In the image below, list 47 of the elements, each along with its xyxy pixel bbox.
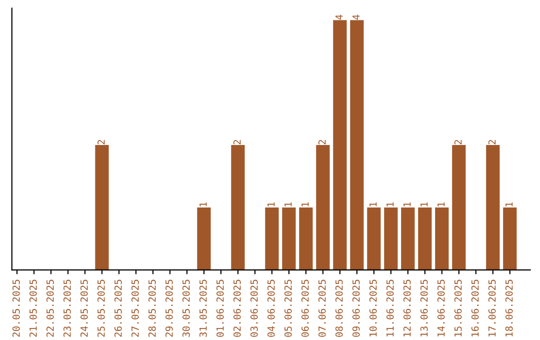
x-tick-label: 20.05.2025: [12, 280, 20, 337]
x-tick-label: 04.06.2025: [267, 280, 275, 337]
data-label: 1: [302, 202, 309, 206]
x-tick-label: 26.05.2025: [114, 280, 122, 337]
x-tick-label: 21.05.2025: [29, 280, 37, 337]
data-label: 4: [352, 14, 360, 20]
x-tick-label: 06.06.2025: [301, 280, 309, 337]
x-tick-label: 16.06.2025: [471, 280, 479, 336]
x-tick-label: 13.06.2025: [420, 280, 428, 336]
x-tick-label: 22.05.2025: [46, 280, 54, 337]
data-label: 2: [454, 140, 462, 144]
x-tick-label: 27.05.2025: [131, 280, 139, 337]
x-tick-label: 14.06.2025: [437, 280, 445, 336]
data-label: 2: [488, 140, 496, 144]
x-tick-label: 18.06.2025: [505, 280, 513, 336]
x-tick-label: 29.05.2025: [165, 280, 173, 337]
x-tick-label: 30.05.2025: [182, 280, 190, 337]
data-label: 1: [506, 202, 513, 206]
x-tick-label: 17.06.2025: [488, 280, 496, 336]
x-tick-label: 02.06.2025: [233, 280, 241, 337]
data-label: 1: [438, 202, 445, 206]
x-tick-label: 05.06.2025: [284, 280, 292, 337]
data-label: 1: [386, 202, 394, 206]
data-label: 1: [420, 202, 428, 206]
x-tick-label: 10.06.2025: [369, 280, 377, 336]
data-label: 1: [404, 202, 411, 206]
x-tick-label: 01.06.2025: [216, 280, 224, 337]
x-tick-label: 08.06.2025: [335, 280, 343, 337]
data-label: 1: [268, 202, 275, 206]
data-label: 2: [97, 140, 105, 144]
x-tick-label: 15.06.2025: [454, 280, 462, 336]
x-tick-label: 31.05.2025: [199, 280, 207, 337]
x-tick-label: 23.05.2025: [63, 280, 71, 337]
data-label: 2: [233, 140, 241, 144]
data-label: 1: [200, 202, 207, 206]
data-label: 2: [318, 140, 326, 144]
x-tick-label: 07.06.2025: [318, 280, 326, 337]
x-tick-label: 09.06.2025: [352, 280, 360, 337]
data-label: 1: [370, 202, 377, 206]
x-tick-label: 24.05.2025: [80, 280, 88, 337]
x-tick-label: 03.06.2025: [250, 280, 258, 337]
x-tick-label: 25.05.2025: [97, 280, 105, 337]
data-label: 4: [336, 14, 343, 20]
x-tick-label: 12.06.2025: [403, 280, 411, 336]
x-tick-label: 28.05.2025: [148, 280, 156, 337]
x-tick-label: 11.06.2025: [386, 280, 394, 336]
data-label: 1: [284, 202, 292, 206]
